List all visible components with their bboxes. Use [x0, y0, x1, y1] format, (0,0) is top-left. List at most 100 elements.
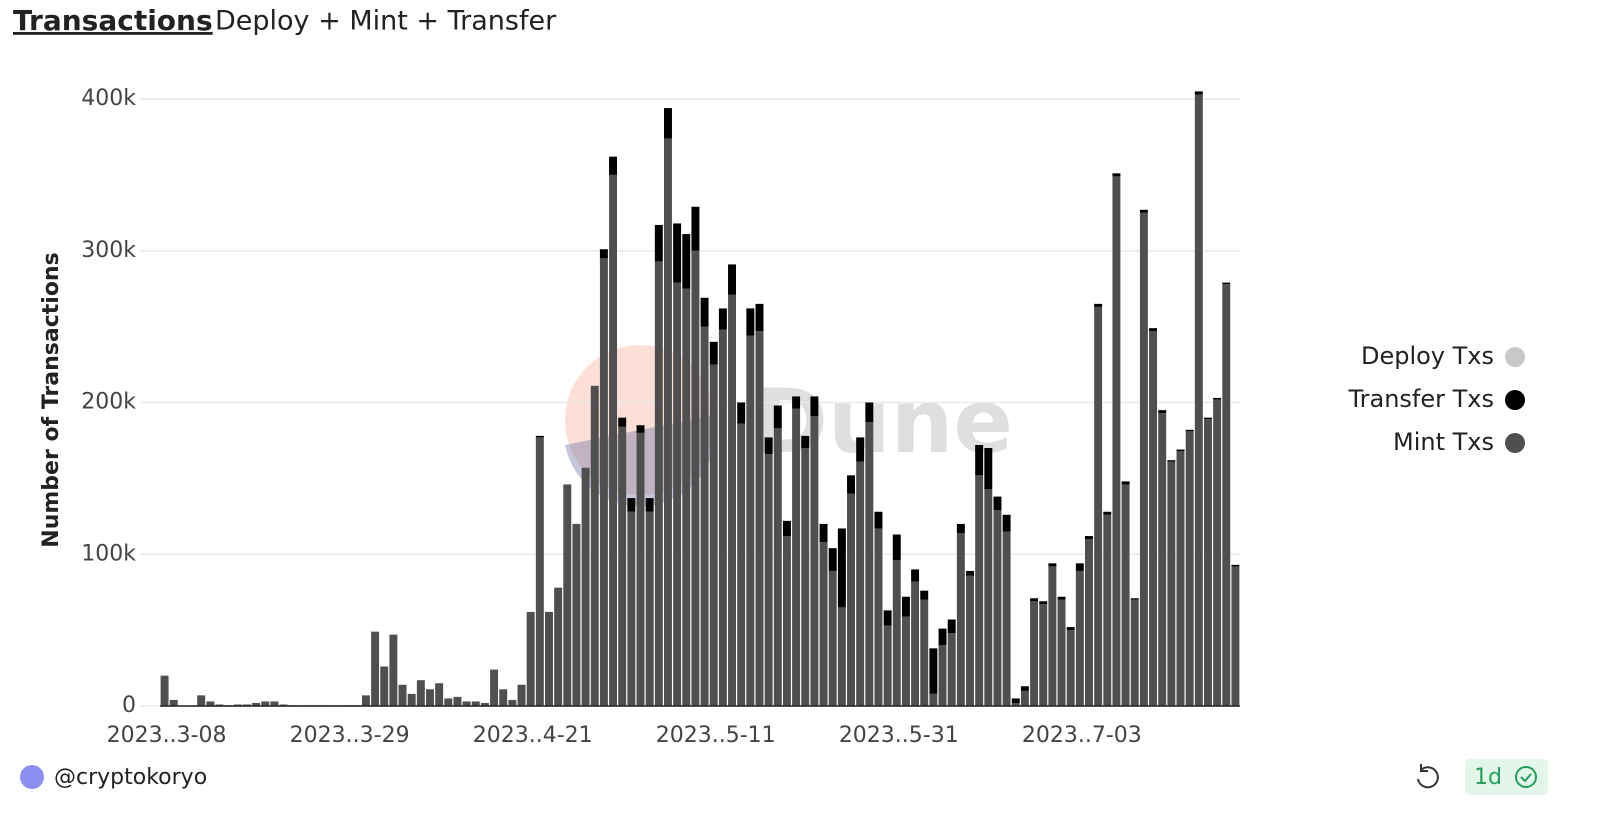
- bar-segment: [938, 645, 947, 706]
- bar-segment: [911, 581, 920, 706]
- bar-segment: [883, 625, 892, 706]
- bar-segment: [956, 523, 965, 534]
- bar-segment: [554, 587, 563, 706]
- bar-segment: [938, 628, 947, 646]
- bar-segment: [755, 303, 764, 332]
- bar-segment: [1130, 599, 1139, 706]
- bar-segment: [1066, 627, 1075, 631]
- bar-segment: [920, 599, 929, 706]
- bar-segment: [1011, 698, 1020, 703]
- bar-segment: [407, 693, 416, 706]
- bar-segment: [609, 174, 618, 706]
- bar-segment: [1121, 481, 1130, 485]
- bar-segment: [792, 408, 801, 706]
- bar-segment: [197, 695, 206, 706]
- bar-segment: [581, 467, 590, 706]
- bar-segment: [618, 426, 627, 706]
- bar-segment: [526, 611, 535, 706]
- author[interactable]: @cryptokoryo: [54, 765, 207, 790]
- x-tick-label: 2023..5-11: [656, 723, 776, 748]
- refresh-interval[interactable]: 1d: [1474, 765, 1502, 790]
- bar-segment: [718, 308, 727, 330]
- bar-segment: [1231, 564, 1240, 567]
- bar-segment: [892, 560, 901, 706]
- bar-segment: [545, 611, 553, 706]
- legend-label: Mint Txs: [1393, 428, 1494, 456]
- bar-segment: [1213, 399, 1222, 706]
- legend-swatch: [1505, 433, 1525, 453]
- bar-segment: [242, 704, 251, 706]
- bar-segment: [682, 234, 691, 289]
- bar-segment: [1066, 630, 1075, 706]
- bar-segment: [837, 528, 846, 608]
- bar-segment: [1057, 596, 1066, 600]
- bar-segment: [654, 224, 663, 262]
- bar-segment: [929, 648, 938, 694]
- bar-segment: [929, 693, 938, 706]
- bar-segment: [517, 684, 526, 706]
- bar-segment: [380, 666, 389, 706]
- bar-segment: [1167, 460, 1176, 462]
- bar-segment: [801, 435, 810, 449]
- bar-segment: [599, 249, 608, 259]
- bar-segment: [737, 402, 746, 424]
- bar-segment: [1103, 511, 1112, 515]
- bar-segment: [627, 498, 636, 512]
- bar-segment: [1085, 539, 1093, 706]
- legend-swatch: [1505, 390, 1525, 410]
- x-tick-label: 2023..3-29: [290, 723, 410, 748]
- bar-segment: [892, 534, 901, 561]
- refresh-icon[interactable]: [1417, 764, 1439, 789]
- bar-segment: [361, 695, 370, 706]
- bar-segment: [847, 493, 855, 706]
- y-axis-title: Number of Transactions: [39, 252, 64, 547]
- bar-segment: [1130, 598, 1139, 600]
- y-tick-label: 200k: [81, 390, 136, 415]
- bar-segment: [1158, 410, 1167, 414]
- bar-segment: [1167, 461, 1176, 706]
- bar-segment: [764, 454, 773, 706]
- bar-segment: [773, 428, 782, 706]
- bar-segment: [279, 704, 288, 706]
- bar-segment: [389, 634, 398, 706]
- bar-segment: [1020, 686, 1029, 691]
- bar-segment: [947, 633, 956, 706]
- bar-segment: [609, 156, 618, 175]
- bar-segment: [535, 435, 544, 438]
- bar-segment: [947, 619, 956, 634]
- bar-segment: [700, 297, 709, 327]
- bar-segment: [416, 680, 425, 706]
- bar-segment: [563, 484, 572, 706]
- bar-segment: [1139, 212, 1148, 706]
- bar-segment: [215, 704, 224, 706]
- bar-segment: [801, 448, 810, 706]
- bar-segment: [1194, 94, 1203, 706]
- bar-segment: [865, 402, 874, 423]
- chart-title[interactable]: Transactions: [13, 4, 213, 37]
- bar-segment: [856, 461, 865, 706]
- bar-segment: [810, 396, 819, 417]
- bar-segment: [1112, 173, 1121, 177]
- bar-segment: [453, 696, 462, 706]
- bar-segment: [645, 498, 654, 512]
- bar-segment: [1176, 449, 1185, 452]
- bar-segment: [1231, 566, 1240, 706]
- bar-segment: [654, 261, 663, 706]
- bar-segment: [1048, 563, 1057, 567]
- bar-segment: [490, 669, 499, 706]
- bar-segment: [1185, 429, 1194, 432]
- bar-segment: [911, 569, 920, 582]
- y-tick-label: 0: [122, 693, 136, 718]
- bar-segment: [728, 294, 737, 706]
- bar-segment: [755, 331, 764, 706]
- bar-segment: [508, 699, 517, 706]
- bar-segment: [709, 364, 718, 706]
- bar-segment: [618, 417, 627, 427]
- bar-segment: [535, 437, 544, 706]
- bar-segment: [1048, 566, 1057, 706]
- bar-segment: [975, 475, 984, 706]
- bar-segment: [1213, 397, 1222, 400]
- bar-segment: [1094, 306, 1103, 706]
- bar-segment: [1039, 604, 1048, 706]
- x-tick-label: 2023..3-08: [107, 723, 227, 748]
